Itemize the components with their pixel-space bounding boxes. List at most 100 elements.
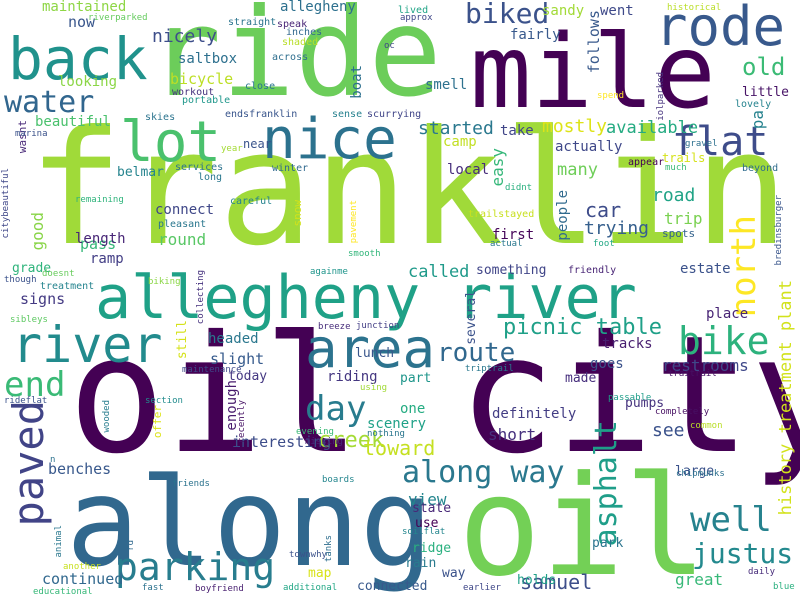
cloud-word: didnt bbox=[505, 183, 533, 193]
cloud-word: great bbox=[675, 570, 724, 589]
cloud-word: approx bbox=[400, 13, 433, 23]
cloud-word: wooded bbox=[102, 400, 112, 433]
cloud-word: daily bbox=[748, 567, 776, 577]
cloud-word: pass bbox=[80, 235, 117, 253]
cloud-word: speak bbox=[277, 19, 308, 30]
cloud-word: additional bbox=[283, 583, 338, 593]
cloud-word: goes bbox=[590, 356, 624, 372]
cloud-word: biked bbox=[465, 0, 550, 30]
cloud-word: local bbox=[447, 162, 490, 178]
cloud-word: pleasant bbox=[158, 219, 207, 230]
cloud-word: along bbox=[66, 452, 434, 594]
cloud-word: tracks bbox=[602, 336, 653, 352]
cloud-word: use bbox=[415, 516, 439, 531]
cloud-word: interesting bbox=[232, 433, 332, 451]
cloud-word: near bbox=[243, 137, 272, 151]
cloud-word: treatment bbox=[40, 281, 95, 292]
cloud-word: beyond bbox=[742, 163, 779, 174]
cloud-word: available bbox=[606, 118, 699, 138]
cloud-word: allegheny bbox=[280, 0, 356, 15]
cloud-word: short bbox=[488, 425, 537, 444]
cloud-word: marina bbox=[15, 129, 48, 139]
cloud-word: townwhy bbox=[289, 550, 327, 560]
cloud-word: grade bbox=[12, 261, 52, 276]
cloud-word: shaded bbox=[282, 37, 319, 48]
cloud-word: endsfranklin bbox=[225, 109, 298, 120]
cloud-word: section bbox=[145, 396, 183, 406]
cloud-word: blue bbox=[773, 582, 795, 592]
cloud-word: inches bbox=[286, 27, 323, 38]
cloud-word: friendly bbox=[568, 265, 617, 276]
cloud-word: maintained bbox=[42, 0, 127, 15]
cloud-word: trailstayed bbox=[468, 209, 535, 220]
cloud-word: passable bbox=[608, 393, 652, 403]
cloud-word: bredinsburger bbox=[774, 195, 784, 266]
cloud-word: place bbox=[706, 306, 749, 322]
cloud-word: state bbox=[412, 501, 452, 516]
cloud-word: large bbox=[675, 464, 715, 479]
cloud-word: nice bbox=[262, 107, 397, 172]
cloud-word: several bbox=[464, 290, 479, 345]
cloud-word: estate bbox=[680, 261, 731, 277]
cloud-word: much bbox=[665, 163, 687, 173]
cloud-word: connect bbox=[155, 202, 215, 218]
cloud-word: old bbox=[742, 53, 786, 81]
cloud-word: little bbox=[742, 85, 789, 100]
cloud-word: iolparked bbox=[656, 72, 666, 121]
cloud-word: mile bbox=[470, 13, 716, 132]
cloud-word: winter bbox=[272, 163, 309, 174]
cloud-word: one bbox=[400, 401, 426, 417]
cloud-word: againme bbox=[310, 267, 348, 277]
cloud-word: benches bbox=[48, 460, 112, 478]
cloud-word: though bbox=[4, 275, 37, 285]
cloud-word: many bbox=[557, 160, 598, 180]
cloud-word: actually bbox=[555, 139, 623, 155]
cloud-word: spend bbox=[597, 91, 625, 101]
cloud-word: missing bbox=[305, 437, 343, 447]
cloud-word: connected bbox=[357, 579, 428, 594]
cloud-word: paved bbox=[4, 400, 53, 527]
cloud-word: tanks bbox=[324, 535, 334, 563]
cloud-word: skies bbox=[145, 112, 176, 123]
cloud-word: justus bbox=[692, 537, 794, 570]
cloud-word: camp bbox=[443, 134, 477, 150]
cloud-word: services bbox=[175, 162, 224, 173]
cloud-word: pavement bbox=[349, 200, 359, 244]
cloud-word: pa bbox=[748, 110, 767, 130]
cloud-word: animal bbox=[54, 525, 64, 558]
cloud-word: snow bbox=[291, 200, 304, 227]
cloud-word: another bbox=[63, 562, 101, 572]
cloud-word: fast bbox=[142, 583, 164, 593]
cloud-word: belmar bbox=[117, 165, 164, 180]
cloud-word: n bbox=[50, 455, 56, 465]
cloud-word: lived bbox=[398, 5, 429, 16]
cloud-word: biking bbox=[148, 277, 181, 287]
cloud-word: scurrying bbox=[367, 109, 422, 120]
cloud-word: doesnt bbox=[42, 269, 75, 279]
cloud-word: today bbox=[228, 369, 268, 384]
cloud-word: pumps bbox=[625, 396, 665, 411]
cloud-word: looking bbox=[58, 74, 118, 90]
cloud-word: oil bbox=[458, 446, 708, 600]
cloud-word: river bbox=[12, 316, 163, 374]
cloud-word: back bbox=[8, 25, 148, 93]
cloud-word: rideflat bbox=[4, 396, 48, 406]
cloud-word: spots bbox=[662, 227, 696, 240]
cloud-word: smell bbox=[425, 77, 468, 93]
cloud-word: along way bbox=[402, 455, 565, 490]
cloud-word: ride bbox=[148, 0, 442, 124]
cloud-word: bike bbox=[678, 319, 770, 363]
cloud-word: offer bbox=[151, 405, 164, 439]
cloud-word: boards bbox=[322, 475, 355, 485]
cloud-word: started bbox=[418, 118, 494, 139]
cloud-word: foot bbox=[593, 239, 615, 249]
cloud-word: follows bbox=[585, 10, 603, 74]
cloud-word: called bbox=[408, 262, 470, 282]
cloud-word: end bbox=[4, 365, 66, 405]
cloud-word: good bbox=[28, 212, 47, 251]
cloud-word: park bbox=[592, 536, 624, 551]
cloud-word: map bbox=[308, 566, 332, 581]
cloud-word: workout bbox=[172, 87, 215, 98]
cloud-word: road bbox=[652, 185, 696, 206]
